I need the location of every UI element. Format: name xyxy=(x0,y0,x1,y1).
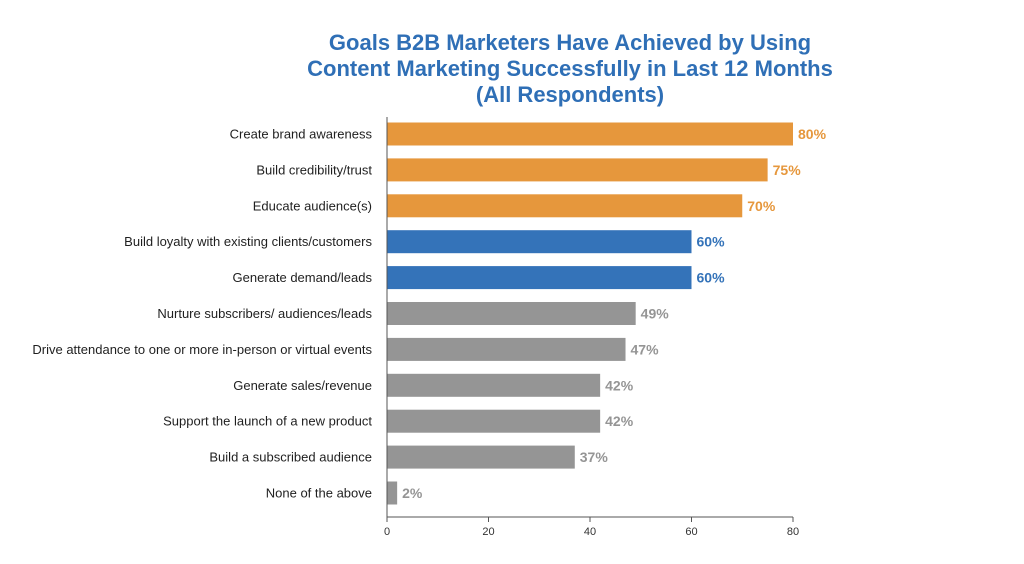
bar xyxy=(387,230,692,254)
category-label: Build credibility/trust xyxy=(256,162,372,177)
value-label: 2% xyxy=(402,485,423,501)
chart-title-line-1: Goals B2B Marketers Have Achieved by Usi… xyxy=(328,30,812,55)
bar xyxy=(387,373,601,397)
value-label: 80% xyxy=(798,126,827,142)
x-tick-label: 60 xyxy=(685,526,697,538)
category-label: Build loyalty with existing clients/cust… xyxy=(124,234,372,249)
bar xyxy=(387,158,768,182)
chart-title-line-3: (All Respondents) xyxy=(475,82,665,107)
x-tick-label: 40 xyxy=(584,526,596,538)
value-label: 75% xyxy=(773,162,802,178)
value-label: 70% xyxy=(747,198,776,214)
value-label: 37% xyxy=(580,449,609,465)
category-label: Educate audience(s) xyxy=(253,198,372,213)
value-label: 60% xyxy=(697,270,726,286)
value-label: 42% xyxy=(605,377,634,393)
category-label: Generate sales/revenue xyxy=(233,378,372,393)
value-label: 49% xyxy=(641,306,670,322)
x-tick-label: 20 xyxy=(482,526,494,538)
bar xyxy=(387,445,575,469)
chart-title-line-2: Content Marketing Successfully in Last 1… xyxy=(307,56,833,81)
x-tick-label: 0 xyxy=(384,526,390,538)
category-label: Drive attendance to one or more in-perso… xyxy=(32,342,372,357)
category-label: Support the launch of a new product xyxy=(163,414,372,429)
category-label: None of the above xyxy=(266,486,372,501)
bar xyxy=(387,194,743,218)
bar xyxy=(387,409,601,433)
bar xyxy=(387,481,398,505)
category-label: Generate demand/leads xyxy=(233,270,373,285)
value-label: 60% xyxy=(697,234,726,250)
category-label: Build a subscribed audience xyxy=(209,450,372,465)
x-tick-label: 80 xyxy=(787,526,799,538)
bar xyxy=(387,337,626,361)
bar xyxy=(387,266,692,290)
value-label: 42% xyxy=(605,413,634,429)
chart-title: Goals B2B Marketers Have Achieved by Usi… xyxy=(250,30,890,108)
value-label: 47% xyxy=(631,341,660,357)
bar xyxy=(387,302,636,325)
bar xyxy=(387,122,793,146)
category-label: Nurture subscribers/ audiences/leads xyxy=(157,306,372,321)
category-label: Create brand awareness xyxy=(230,127,373,142)
